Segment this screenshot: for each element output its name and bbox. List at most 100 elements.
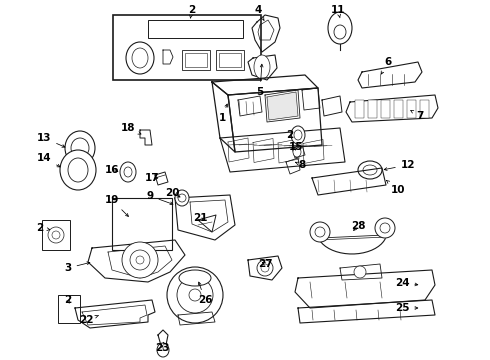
Polygon shape: [298, 300, 435, 323]
Polygon shape: [267, 92, 298, 120]
Polygon shape: [286, 158, 300, 174]
Ellipse shape: [334, 25, 346, 39]
Text: 26: 26: [198, 282, 212, 305]
Ellipse shape: [178, 194, 186, 202]
Polygon shape: [358, 62, 422, 88]
Text: 4: 4: [254, 5, 264, 20]
Polygon shape: [155, 172, 168, 185]
Polygon shape: [88, 240, 185, 282]
Circle shape: [52, 231, 60, 239]
Ellipse shape: [60, 150, 96, 190]
Text: 2: 2: [64, 295, 72, 305]
Polygon shape: [220, 128, 345, 172]
Polygon shape: [163, 50, 173, 64]
Circle shape: [48, 227, 64, 243]
Circle shape: [136, 256, 144, 264]
Text: 15: 15: [289, 142, 303, 152]
Polygon shape: [108, 246, 172, 278]
Ellipse shape: [294, 130, 302, 140]
Polygon shape: [212, 82, 235, 152]
Text: 3: 3: [64, 262, 90, 273]
Text: 2: 2: [188, 5, 196, 18]
Polygon shape: [212, 75, 318, 95]
Bar: [148, 20, 243, 38]
Bar: [182, 50, 210, 70]
Circle shape: [130, 250, 150, 270]
Text: 25: 25: [395, 303, 418, 313]
Text: 28: 28: [351, 221, 365, 231]
Polygon shape: [248, 256, 282, 280]
Text: 10: 10: [387, 180, 405, 195]
Bar: [420, 100, 429, 118]
Polygon shape: [322, 96, 342, 116]
Ellipse shape: [120, 162, 136, 182]
Ellipse shape: [157, 343, 169, 357]
Circle shape: [257, 260, 273, 276]
Polygon shape: [295, 270, 435, 308]
Bar: [407, 100, 416, 118]
Circle shape: [189, 289, 201, 301]
Polygon shape: [252, 15, 280, 52]
Text: 6: 6: [381, 57, 392, 74]
Ellipse shape: [358, 161, 382, 179]
Bar: [58, 295, 80, 323]
Text: 23: 23: [155, 343, 169, 353]
Bar: [216, 50, 244, 70]
Ellipse shape: [328, 12, 352, 44]
Ellipse shape: [363, 165, 377, 175]
Polygon shape: [158, 330, 168, 350]
Bar: [355, 100, 364, 118]
Polygon shape: [140, 130, 152, 145]
Polygon shape: [178, 312, 215, 325]
Text: 2: 2: [286, 130, 294, 140]
Circle shape: [315, 227, 325, 237]
Circle shape: [375, 218, 395, 238]
Text: 21: 21: [193, 213, 207, 223]
Polygon shape: [258, 20, 274, 40]
Circle shape: [354, 266, 366, 278]
Circle shape: [261, 264, 269, 272]
Text: 20: 20: [165, 188, 180, 198]
Ellipse shape: [254, 55, 270, 79]
Polygon shape: [346, 95, 438, 122]
Ellipse shape: [293, 147, 301, 157]
Text: 7: 7: [411, 111, 424, 121]
Text: 11: 11: [331, 5, 345, 18]
Polygon shape: [75, 300, 155, 328]
Ellipse shape: [68, 158, 88, 182]
Text: 8: 8: [295, 160, 306, 170]
Ellipse shape: [71, 138, 89, 158]
Polygon shape: [265, 90, 300, 122]
Text: 27: 27: [258, 259, 272, 269]
Ellipse shape: [126, 42, 154, 74]
Ellipse shape: [175, 190, 189, 206]
Bar: [381, 100, 390, 118]
Ellipse shape: [179, 270, 211, 286]
Circle shape: [177, 277, 213, 313]
Ellipse shape: [65, 131, 95, 165]
Bar: [394, 100, 403, 118]
Ellipse shape: [124, 167, 132, 177]
Polygon shape: [175, 195, 235, 240]
Bar: [185, 53, 207, 67]
Text: 22: 22: [79, 315, 98, 325]
Text: 16: 16: [105, 165, 119, 175]
Circle shape: [122, 242, 158, 278]
Polygon shape: [248, 55, 277, 80]
Polygon shape: [312, 168, 386, 195]
Text: 9: 9: [147, 191, 173, 204]
Text: 14: 14: [37, 153, 60, 167]
Polygon shape: [238, 96, 262, 116]
Bar: [368, 100, 377, 118]
Bar: [113, 15, 261, 80]
Text: 18: 18: [121, 123, 141, 134]
Polygon shape: [292, 145, 305, 158]
Polygon shape: [340, 264, 382, 280]
Text: 24: 24: [394, 278, 418, 288]
Circle shape: [310, 222, 330, 242]
Polygon shape: [302, 88, 320, 110]
Text: 19: 19: [105, 195, 128, 216]
Polygon shape: [190, 200, 228, 232]
Text: 1: 1: [219, 104, 227, 123]
Polygon shape: [198, 215, 216, 232]
